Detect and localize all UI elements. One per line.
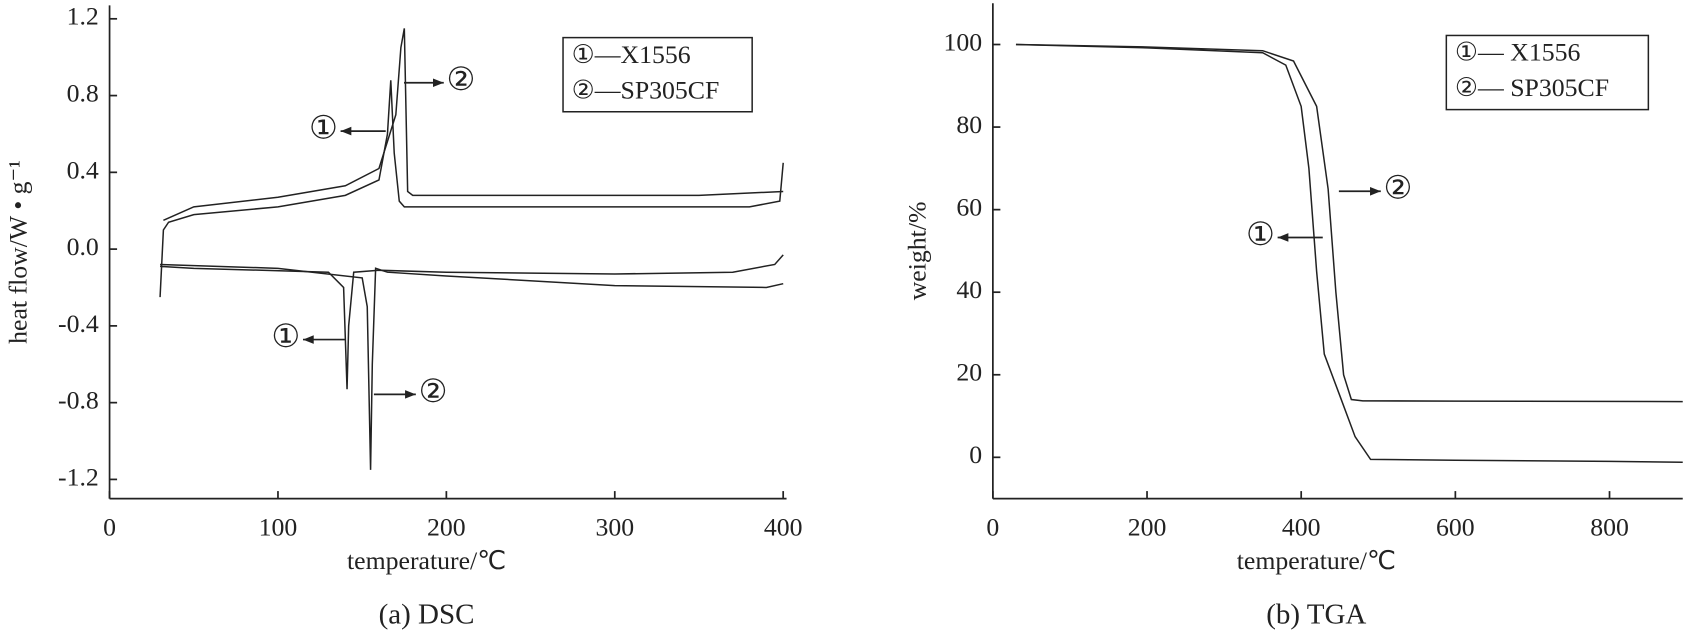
x-tick-label: 300 — [595, 513, 634, 542]
y-tick-label: -1.2 — [58, 462, 99, 491]
annotation: ① — [309, 109, 338, 145]
caption: (b) TGA — [1266, 598, 1366, 630]
series-line — [1015, 43, 1683, 464]
legend-entry: ①— X1556 — [1455, 38, 1581, 67]
y-tick-label: 0.8 — [67, 78, 99, 107]
annotation-arrowhead — [340, 126, 352, 136]
y-tick-label: 0.4 — [67, 155, 99, 184]
series-line — [159, 80, 784, 390]
y-tick-label: -0.8 — [58, 386, 99, 415]
y-tick-label: 0.0 — [67, 232, 99, 261]
y-axis-label: weight/% — [903, 202, 932, 301]
x-tick-label: 600 — [1436, 513, 1475, 542]
legend-box — [562, 36, 753, 113]
annotation-arrowhead — [433, 78, 444, 88]
annotation-arrowhead — [302, 335, 314, 344]
series-line — [1015, 43, 1683, 403]
legend-entry: ①—X1556 — [572, 40, 691, 69]
x-tick-label: 800 — [1590, 513, 1629, 542]
x-tick-label: 400 — [764, 513, 803, 542]
legend-box — [1445, 34, 1650, 111]
y-tick-label: 100 — [943, 27, 982, 56]
y-tick-label: -0.4 — [58, 309, 99, 338]
y-tick-label: 0 — [969, 440, 982, 469]
legend-entry: ②— SP305CF — [1455, 73, 1609, 102]
x-tick-label: 400 — [1282, 513, 1321, 542]
y-tick-label: 40 — [956, 275, 982, 304]
annotation-arrowhead — [1370, 186, 1381, 196]
y-tick-label: 80 — [956, 110, 982, 139]
x-tick-label: 200 — [427, 513, 466, 542]
y-axis-label: heat flow/W • g⁻¹ — [3, 160, 32, 344]
x-tick-label: 0 — [986, 513, 999, 542]
annotation: ① — [1246, 216, 1275, 252]
legend-entry: ②—SP305CF — [572, 75, 720, 104]
y-tick-label: 60 — [956, 193, 982, 222]
annotation: ② — [1384, 170, 1413, 206]
x-tick-label: 200 — [1128, 513, 1167, 542]
x-axis-label: temperature/℃ — [1237, 546, 1396, 575]
x-tick-label: 100 — [259, 513, 298, 542]
annotation: ② — [419, 373, 448, 409]
annotation: ① — [271, 318, 300, 354]
x-axis-label: temperature/℃ — [347, 546, 506, 575]
y-tick-label: 1.2 — [67, 2, 99, 31]
series-line — [160, 28, 784, 470]
annotation-arrowhead — [405, 390, 416, 399]
caption: (a) DSC — [379, 598, 475, 630]
x-tick-label: 0 — [103, 513, 116, 542]
y-tick-label: 20 — [956, 358, 982, 387]
annotation: ② — [447, 61, 476, 97]
annotation-arrowhead — [1277, 233, 1289, 242]
